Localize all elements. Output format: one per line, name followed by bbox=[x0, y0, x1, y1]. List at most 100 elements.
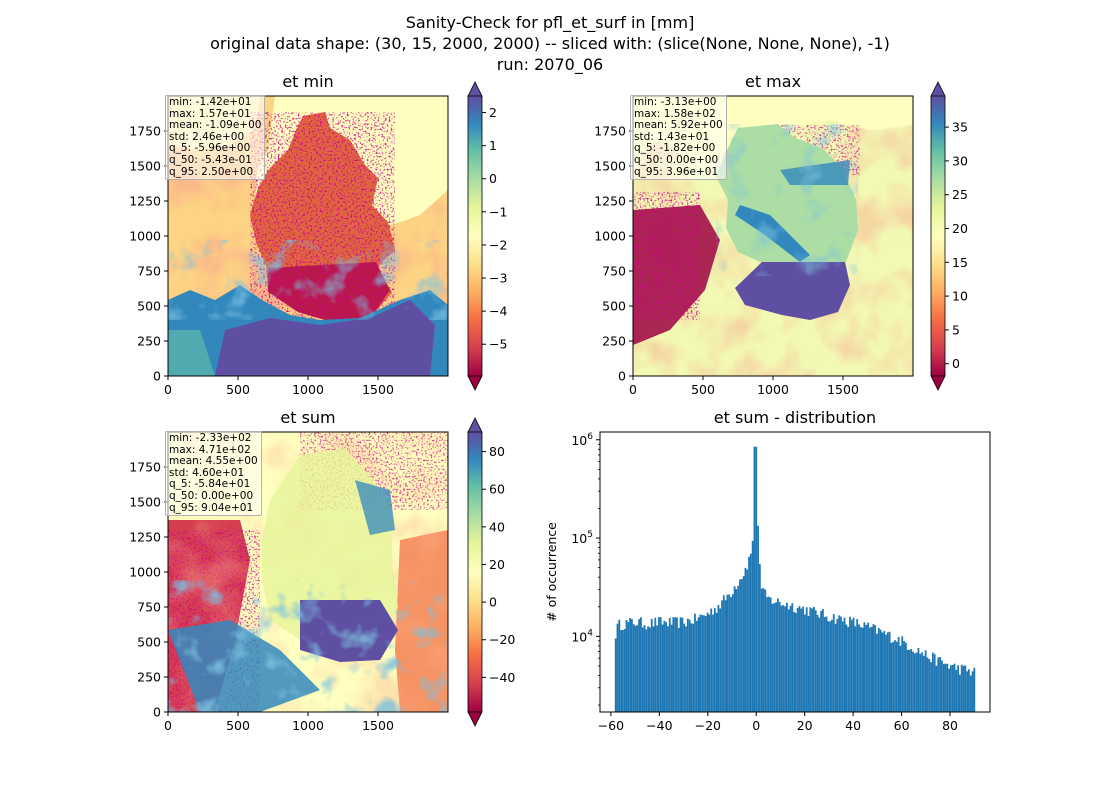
histogram-bar bbox=[885, 634, 887, 712]
x-tick-label: 80 bbox=[942, 718, 958, 733]
histogram-bar bbox=[679, 617, 682, 712]
histogram-bar bbox=[715, 612, 718, 712]
y-tick-label: 0 bbox=[153, 705, 161, 720]
histogram-bar bbox=[901, 636, 904, 712]
x-tick-label: 1500 bbox=[362, 718, 394, 733]
histogram-bar bbox=[836, 618, 839, 712]
colorbar-tick-label: 35 bbox=[952, 120, 968, 135]
x-tick-label: 60 bbox=[894, 718, 910, 733]
histogram-bar bbox=[630, 619, 633, 712]
colorbar-extend-max bbox=[930, 81, 946, 97]
histogram-bar bbox=[890, 642, 893, 712]
colorbar-gradient bbox=[931, 96, 945, 376]
histogram-bar bbox=[686, 618, 689, 712]
histogram-bar bbox=[845, 624, 848, 712]
histogram-bar bbox=[820, 610, 823, 712]
histogram-bar bbox=[924, 650, 927, 712]
y-tick-label: 250 bbox=[137, 334, 161, 349]
colorbar-extend-min bbox=[930, 375, 946, 391]
colorbar-extend-max bbox=[467, 417, 483, 433]
histogram-bar bbox=[804, 614, 806, 712]
y-tick-label: 500 bbox=[137, 299, 161, 314]
histogram-bar bbox=[740, 579, 743, 712]
histogram-bar bbox=[764, 589, 767, 712]
histogram-bar bbox=[621, 629, 624, 712]
histogram-bar bbox=[906, 649, 909, 712]
histogram-bar bbox=[616, 623, 619, 712]
stat-line: max: 4.71e+02 bbox=[169, 443, 251, 456]
histogram-bar bbox=[618, 619, 621, 712]
colorbar-et-max: 35 30 25 20 15 10 5 0 bbox=[930, 81, 968, 391]
histogram-bar bbox=[858, 624, 860, 712]
histogram-bar bbox=[775, 602, 777, 712]
y-tick-label: 0 bbox=[153, 369, 161, 384]
histogram-bar bbox=[888, 631, 891, 712]
histogram-bar bbox=[825, 616, 828, 712]
x-tick-label: −20 bbox=[695, 718, 721, 733]
heatmap-et-sum bbox=[168, 432, 448, 712]
x-tick-label: 20 bbox=[797, 718, 813, 733]
histogram-bar bbox=[816, 614, 819, 712]
histogram-bar bbox=[692, 623, 695, 712]
histogram-bar bbox=[865, 624, 868, 712]
histogram-bar bbox=[899, 645, 902, 712]
y-tick-label: 1500 bbox=[129, 159, 161, 174]
histogram-bar bbox=[670, 624, 673, 712]
figure-title: Sanity-Check for pfl_et_surf in [mm] ori… bbox=[0, 12, 1100, 75]
colorbar-tick-label: −40 bbox=[489, 670, 515, 685]
x-tick-label: 1500 bbox=[827, 382, 859, 397]
histogram-bar bbox=[751, 540, 754, 712]
histogram-bar bbox=[800, 608, 803, 712]
histogram-bar bbox=[908, 650, 911, 712]
y-tick-label: 500 bbox=[137, 635, 161, 650]
colorbar-et-sum: 80 60 40 20 0 −20 −40 bbox=[467, 417, 515, 727]
colorbars: 210−1−2−3−4−535302520151050806040200−20−… bbox=[467, 81, 968, 727]
histogram-bar bbox=[959, 674, 961, 712]
x-tick-label: 1000 bbox=[292, 382, 324, 397]
histogram-bar bbox=[614, 638, 617, 712]
colorbar-extend-min bbox=[467, 711, 483, 727]
histogram-bar bbox=[731, 594, 734, 712]
x-tick-label: 0 bbox=[752, 718, 760, 733]
histogram-bar bbox=[861, 627, 864, 712]
histogram-bar bbox=[656, 625, 659, 712]
histogram-bar bbox=[661, 624, 664, 712]
histogram-bar bbox=[811, 608, 814, 712]
stat-line: mean: -1.09e+00 bbox=[169, 119, 262, 132]
histogram-bar bbox=[672, 617, 675, 712]
histogram-bar bbox=[742, 576, 745, 712]
histogram-bar bbox=[913, 653, 916, 712]
colorbar-tick-label: 60 bbox=[489, 482, 505, 497]
x-tick-label: 40 bbox=[845, 718, 861, 733]
colorbar-tick-label: 0 bbox=[489, 171, 497, 186]
figure-title-line-1: Sanity-Check for pfl_et_surf in [mm] bbox=[405, 13, 695, 32]
colorbar-tick-label: −3 bbox=[489, 271, 507, 286]
histogram-bar bbox=[746, 569, 749, 712]
histogram-bar bbox=[776, 598, 779, 712]
stat-line: q_50: 0.00e+00 bbox=[634, 153, 719, 166]
histogram-bar bbox=[699, 614, 702, 712]
histogram-bar bbox=[903, 641, 905, 712]
histogram-bar bbox=[769, 597, 772, 712]
histogram-bar bbox=[701, 614, 704, 712]
histogram-bar bbox=[658, 617, 660, 712]
histogram-bar bbox=[744, 567, 747, 712]
histogram-bar bbox=[922, 655, 925, 712]
histogram-bar bbox=[852, 617, 855, 712]
stat-line: std: 4.60e+01 bbox=[169, 466, 245, 479]
y-tick-label: 106 bbox=[571, 432, 593, 448]
histogram-bar bbox=[930, 662, 932, 712]
histogram-bar bbox=[791, 603, 794, 712]
histogram-bar bbox=[856, 619, 859, 712]
histogram-bar bbox=[730, 597, 732, 712]
y-tick-label: 750 bbox=[137, 600, 161, 615]
histogram-bar bbox=[721, 600, 723, 712]
colorbar-tick-label: 20 bbox=[489, 557, 505, 572]
histogram-bar bbox=[784, 606, 786, 712]
histogram-bar bbox=[634, 625, 637, 712]
histogram-et-sum: −60 −40 −20 0 20 40 60 80 104 105 106 # of occurren… bbox=[544, 431, 991, 733]
histogram-bar bbox=[753, 446, 756, 712]
histogram-bar bbox=[953, 663, 956, 712]
x-tick-label: −40 bbox=[646, 718, 672, 733]
